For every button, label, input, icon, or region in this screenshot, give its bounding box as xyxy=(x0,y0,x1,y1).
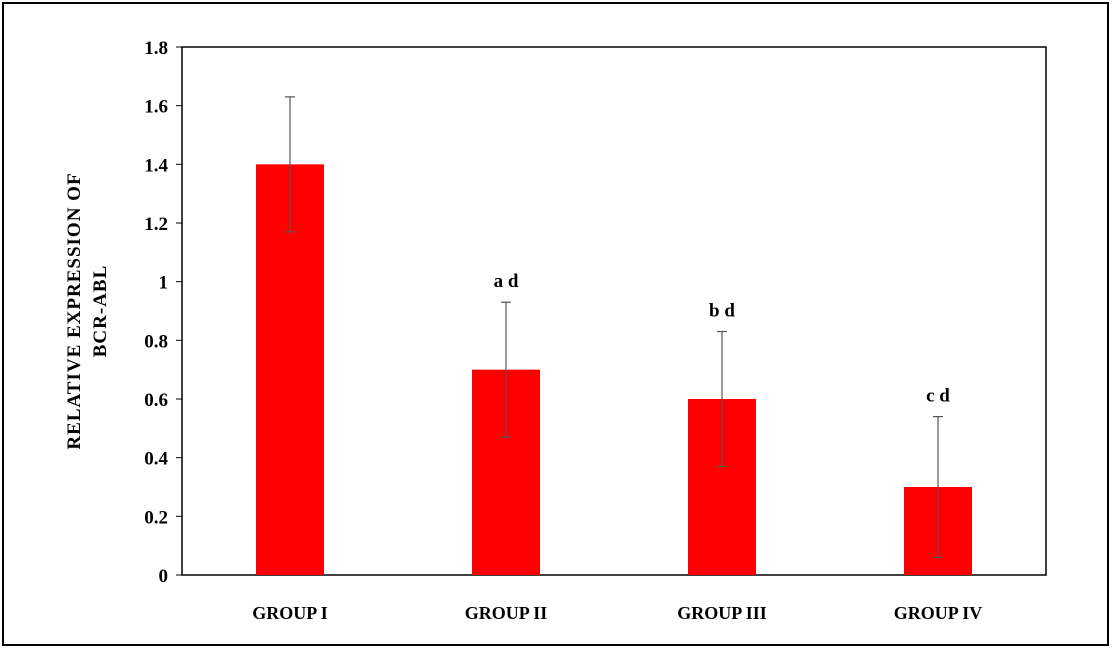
significance-label: b d xyxy=(709,301,735,322)
x-category-label: GROUP II xyxy=(465,603,548,623)
bar-chart: RELATIVE EXPRESSION OF BCR-ABL 0 0.2 0.4 0.… xyxy=(64,38,1047,623)
y-tick-label: 0.8 xyxy=(144,331,168,352)
y-axis-title-line-1: RELATIVE EXPRESSION OF xyxy=(64,172,85,449)
y-tick-label: 1.2 xyxy=(144,214,168,235)
x-category-label: GROUP III xyxy=(677,603,767,623)
plot-area xyxy=(181,46,1047,576)
x-category-label: GROUP IV xyxy=(894,603,983,623)
y-axis-title-line-2: BCR-ABL xyxy=(90,265,111,358)
y-tick-label: 0.2 xyxy=(144,507,168,528)
significance-label: c d xyxy=(926,386,950,407)
x-category-label: GROUP I xyxy=(252,603,328,623)
y-axis-title: RELATIVE EXPRESSION OF BCR-ABL xyxy=(64,172,111,449)
y-tick-label: 1 xyxy=(159,273,169,294)
bar xyxy=(256,164,324,576)
y-tick-label: 1.6 xyxy=(144,97,168,118)
y-tick-label: 1.4 xyxy=(144,155,168,176)
significance-label: a d xyxy=(494,271,519,292)
y-tick-label: 0 xyxy=(159,566,169,587)
y-tick-label: 1.8 xyxy=(144,38,168,59)
y-tick-label: 0.4 xyxy=(144,449,168,470)
y-tick-label: 0.6 xyxy=(144,390,168,411)
